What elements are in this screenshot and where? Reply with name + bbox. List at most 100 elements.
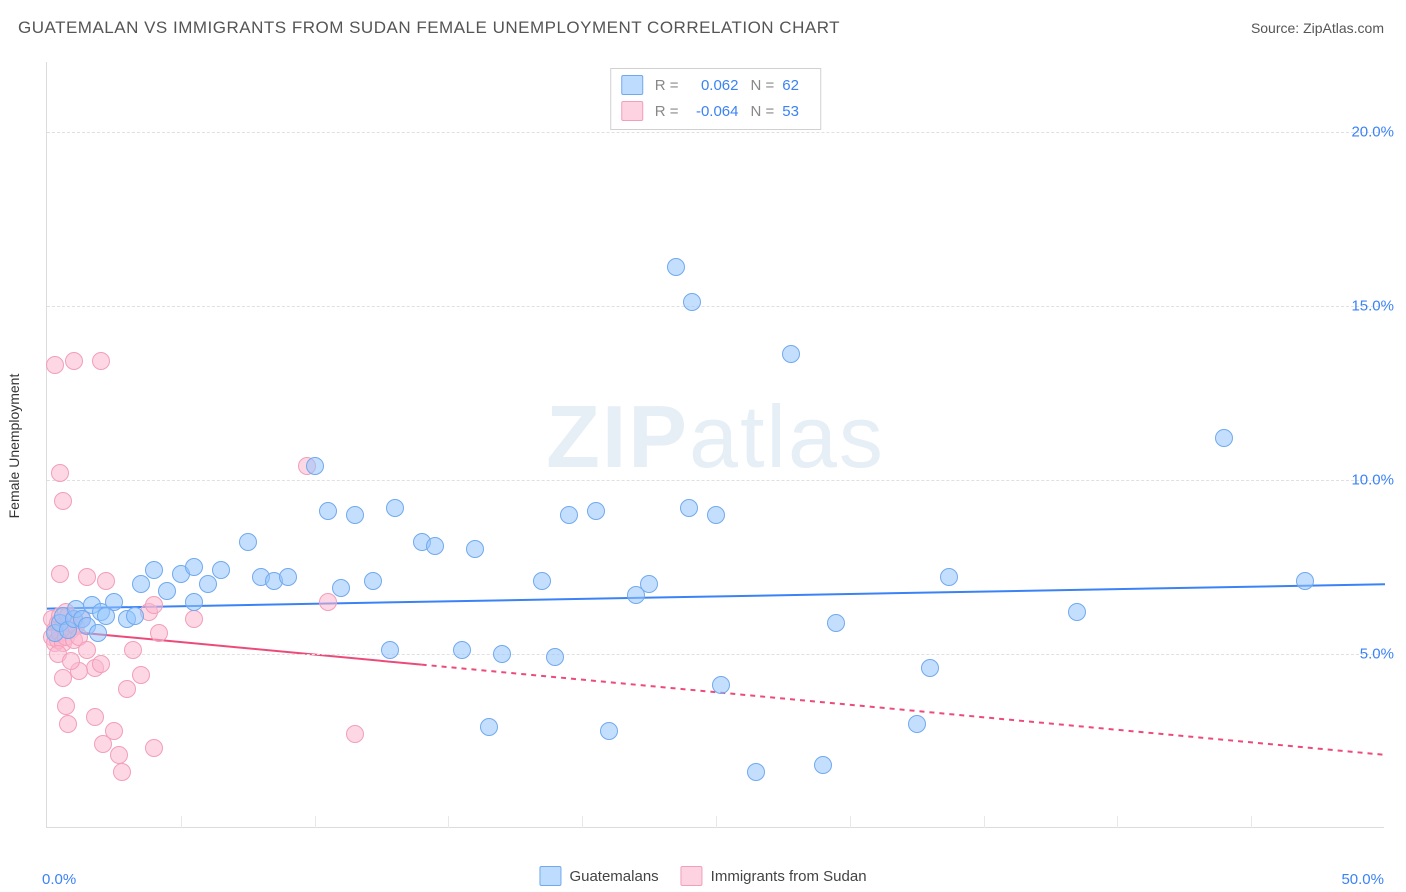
stats-legend: R = 0.062 N = 62 R = -0.064 N = 53 [610,68,822,130]
scatter-point-blue [466,540,484,558]
chart-title: GUATEMALAN VS IMMIGRANTS FROM SUDAN FEMA… [18,18,840,38]
scatter-point-blue [185,558,203,576]
scatter-point-blue [480,718,498,736]
scatter-point-blue [587,502,605,520]
scatter-point-blue [126,607,144,625]
scatter-point-blue [453,641,471,659]
gridline-v [582,816,583,828]
scatter-point-blue [145,561,163,579]
gridline-v [1117,816,1118,828]
y-axis-label: Female Unemployment [6,374,22,519]
header-row: GUATEMALAN VS IMMIGRANTS FROM SUDAN FEMA… [18,18,1384,38]
scatter-point-pink [57,697,75,715]
scatter-point-blue [199,575,217,593]
scatter-point-pink [51,464,69,482]
scatter-point-pink [105,722,123,740]
scatter-point-pink [78,568,96,586]
y-tick-label: 5.0% [1360,645,1394,662]
scatter-point-pink [78,641,96,659]
n-label: N = [751,77,775,94]
source-attribution: Source: ZipAtlas.com [1251,20,1384,36]
scatter-point-pink [97,572,115,590]
gridline-h [47,132,1384,133]
scatter-point-pink [86,708,104,726]
scatter-point-blue [1215,429,1233,447]
n-label: N = [751,103,775,120]
gridline-v [448,816,449,828]
stats-row-pink: R = -0.064 N = 53 [621,98,811,124]
scatter-point-blue [386,499,404,517]
scatter-point-blue [707,506,725,524]
scatter-point-blue [97,607,115,625]
trend-line [422,665,1385,755]
x-tick-max: 50.0% [1341,871,1384,888]
n-value-blue: 62 [782,77,810,94]
swatch-blue-icon [621,75,643,95]
series-legend: Guatemalans Immigrants from Sudan [539,866,866,886]
scatter-point-pink [118,680,136,698]
swatch-blue-icon [539,866,561,886]
watermark-bold: ZIP [546,386,689,485]
trend-lines [47,62,1385,828]
scatter-point-blue [546,648,564,666]
gridline-v [850,816,851,828]
scatter-point-pink [110,746,128,764]
scatter-point-blue [364,572,382,590]
y-tick-label: 15.0% [1351,297,1394,314]
scatter-point-blue [683,293,701,311]
scatter-point-pink [346,725,364,743]
scatter-point-blue [381,641,399,659]
scatter-point-pink [145,739,163,757]
scatter-point-blue [667,258,685,276]
y-tick-label: 20.0% [1351,123,1394,140]
scatter-point-blue [493,645,511,663]
scatter-point-blue [814,756,832,774]
scatter-point-pink [62,652,80,670]
scatter-point-pink [59,715,77,733]
scatter-point-blue [747,763,765,781]
scatter-point-pink [124,641,142,659]
scatter-point-blue [533,572,551,590]
scatter-point-blue [426,537,444,555]
scatter-point-blue [319,502,337,520]
scatter-point-pink [319,593,337,611]
stats-row-blue: R = 0.062 N = 62 [621,72,811,98]
scatter-point-blue [158,582,176,600]
scatter-point-blue [680,499,698,517]
r-label: R = [655,103,679,120]
scatter-point-pink [150,624,168,642]
scatter-point-blue [827,614,845,632]
scatter-point-pink [54,492,72,510]
scatter-point-blue [940,568,958,586]
scatter-point-blue [185,593,203,611]
gridline-v [1251,816,1252,828]
gridline-h [47,306,1384,307]
r-label: R = [655,77,679,94]
scatter-point-blue [346,506,364,524]
scatter-point-blue [132,575,150,593]
scatter-point-blue [921,659,939,677]
scatter-point-blue [908,715,926,733]
scatter-point-pink [92,655,110,673]
scatter-point-blue [306,457,324,475]
scatter-point-blue [1296,572,1314,590]
gridline-h [47,480,1384,481]
scatter-point-blue [1068,603,1086,621]
source-link[interactable]: ZipAtlas.com [1303,20,1384,36]
n-value-pink: 53 [782,103,810,120]
scatter-point-blue [600,722,618,740]
scatter-point-blue [239,533,257,551]
y-tick-label: 10.0% [1351,471,1394,488]
scatter-point-blue [782,345,800,363]
gridline-h [47,654,1384,655]
scatter-point-blue [560,506,578,524]
gridline-v [181,816,182,828]
scatter-point-pink [145,596,163,614]
gridline-v [716,816,717,828]
plot-area: ZIPatlas R = 0.062 N = 62 R = -0.064 N =… [46,62,1384,828]
scatter-point-pink [132,666,150,684]
source-prefix-label: Source: [1251,20,1303,36]
scatter-point-blue [332,579,350,597]
scatter-point-blue [712,676,730,694]
watermark: ZIPatlas [546,385,885,487]
